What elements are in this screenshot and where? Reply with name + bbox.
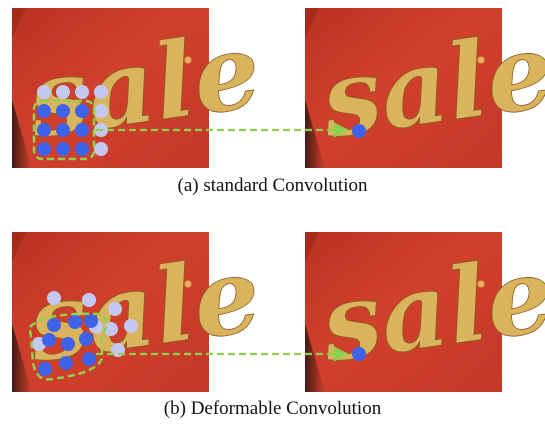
panel-a-right-image: sale	[305, 7, 545, 168]
caption-deformable-convolution: (b) Deformable Convolution	[163, 398, 382, 419]
panel-a-left-image: sale	[12, 7, 268, 168]
deformed-sampling-dots	[38, 314, 98, 376]
ghost-dots	[37, 85, 108, 156]
sampling-grid-dots	[37, 104, 89, 156]
panel-b-right-image: sale	[305, 231, 545, 392]
output-activation-dot	[352, 347, 366, 361]
panel-b-left-image: sale	[12, 231, 268, 392]
receptive-field-outline	[32, 99, 96, 161]
output-activation-dot	[352, 124, 366, 138]
caption-standard-convolution: (a) standard Convolution	[177, 175, 368, 196]
sale-script-text: sale	[313, 8, 545, 162]
